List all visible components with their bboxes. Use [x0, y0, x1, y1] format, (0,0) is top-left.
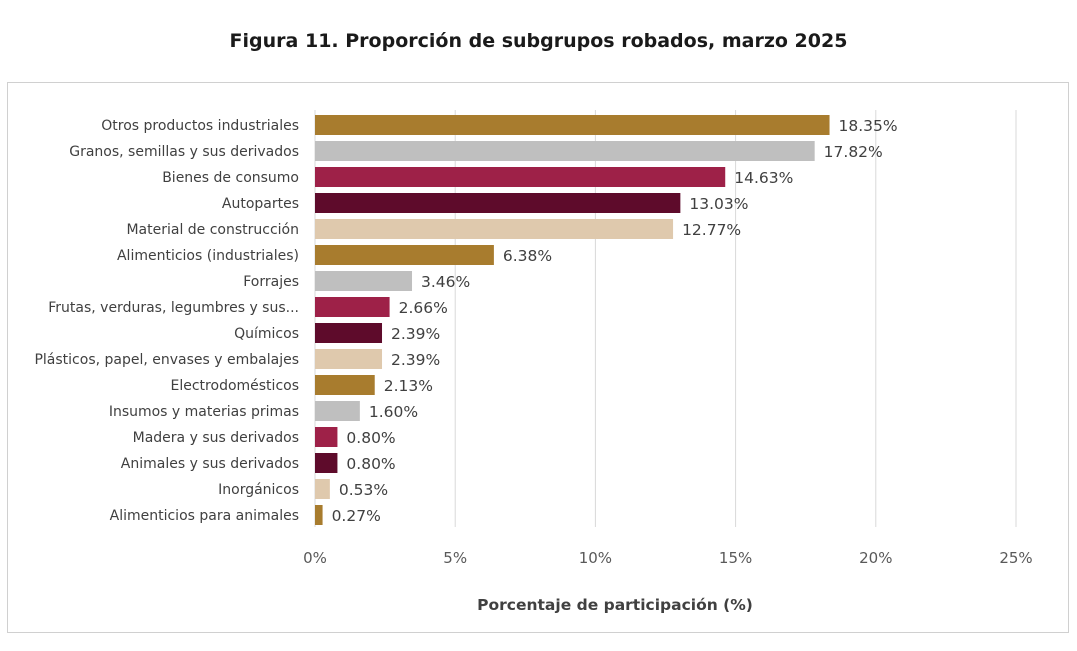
value-label: 2.39%: [391, 325, 440, 343]
category-label: Forrajes: [243, 274, 299, 290]
bar: [315, 349, 383, 369]
value-label: 0.53%: [339, 481, 388, 499]
x-tick-label: 10%: [579, 549, 612, 567]
category-label: Plásticos, papel, envases y embalajes: [34, 352, 299, 368]
bar: [315, 219, 674, 239]
value-label: 3.46%: [421, 273, 470, 291]
value-label: 6.38%: [503, 247, 552, 265]
category-label: Material de construcción: [126, 222, 299, 238]
category-label: Electrodomésticos: [171, 378, 299, 394]
bar: [315, 193, 681, 213]
value-label: 1.60%: [369, 403, 418, 421]
value-label: 2.39%: [391, 351, 440, 369]
category-label: Químicos: [234, 326, 299, 342]
bar: [315, 401, 360, 421]
chart-title: Figura 11. Proporción de subgrupos robad…: [229, 30, 848, 52]
category-label: Autopartes: [222, 196, 299, 212]
bar: [315, 323, 383, 343]
bar: [315, 505, 323, 525]
category-label: Bienes de consumo: [162, 170, 299, 186]
value-label: 2.66%: [399, 299, 448, 317]
category-label: Alimenticios (industriales): [117, 248, 299, 264]
labels: 0% 5% 10% 15% 20% 25% Otros productos industri…: [34, 117, 1032, 567]
value-label: 2.13%: [384, 377, 433, 395]
value-label: 0.80%: [346, 429, 395, 447]
category-label: Alimenticios para animales: [110, 508, 299, 524]
bar: [315, 427, 338, 447]
bar: [315, 141, 815, 161]
value-label: 13.03%: [689, 195, 748, 213]
category-label: Otros productos industriales: [101, 118, 299, 134]
x-tick-label: 25%: [999, 549, 1032, 567]
value-label: 0.80%: [346, 455, 395, 473]
x-tick-label: 20%: [859, 549, 892, 567]
category-label: Inorgánicos: [218, 482, 299, 498]
bar: [315, 167, 726, 187]
value-label: 14.63%: [734, 169, 793, 187]
bar: [315, 479, 330, 499]
bars: [315, 115, 830, 525]
chart-frame: [7, 82, 1069, 633]
category-label: Insumos y materias primas: [109, 404, 299, 420]
value-label: 18.35%: [839, 117, 898, 135]
bar: [315, 453, 338, 473]
value-label: 0.27%: [332, 507, 381, 525]
bar: [315, 375, 375, 395]
value-label: 17.82%: [824, 143, 883, 161]
x-axis-title: Porcentaje de participación (%): [477, 596, 753, 614]
bar: [315, 271, 413, 291]
category-label: Granos, semillas y sus derivados: [69, 144, 299, 160]
x-tick-label: 0%: [303, 549, 327, 567]
category-label: Madera y sus derivados: [133, 430, 299, 446]
bar: [315, 115, 830, 135]
category-label: Animales y sus derivados: [121, 456, 299, 472]
x-tick-label: 15%: [719, 549, 752, 567]
bar: [315, 297, 390, 317]
value-label: 12.77%: [682, 221, 741, 239]
category-label: Frutas, verduras, legumbres y sus...: [48, 300, 299, 316]
x-tick-label: 5%: [443, 549, 467, 567]
bar: [315, 245, 494, 265]
